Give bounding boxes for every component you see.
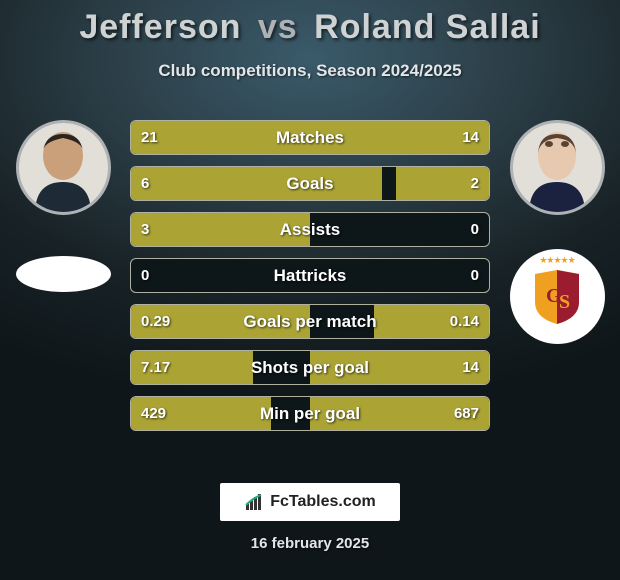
stat-label: Matches [131, 121, 489, 154]
stat-row: 7.1714Shots per goal [130, 350, 490, 385]
branding-box: FcTables.com [220, 483, 400, 521]
player1-name: Jefferson [79, 8, 241, 46]
left-player-column [8, 120, 118, 299]
subtitle: Club competitions, Season 2024/2025 [0, 61, 620, 81]
stat-row: 429687Min per goal [130, 396, 490, 431]
stat-row: 30Assists [130, 212, 490, 247]
stat-label: Min per goal [131, 397, 489, 430]
footer: FcTables.com 16 february 2025 [0, 483, 620, 552]
player1-avatar-svg [23, 122, 103, 212]
svg-text:S: S [559, 291, 570, 313]
header: Jefferson vs Roland Sallai Club competit… [0, 0, 620, 81]
galatasaray-shield-icon: G S [531, 268, 583, 326]
club-badge-ellipse [16, 256, 111, 292]
date-text: 16 february 2025 [251, 535, 369, 552]
stat-label: Shots per goal [131, 351, 489, 384]
stats-area: 2114Matches 62Goals 30Assists 00Hattricks 0.… [130, 120, 490, 431]
fctables-logo-icon [244, 492, 264, 512]
player2-avatar-svg [517, 122, 597, 212]
vs-text: vs [258, 8, 298, 46]
player1-club-badge [16, 249, 111, 299]
brand-text: FcTables.com [270, 493, 376, 511]
player2-club-badge: ★★★★★ G S [510, 249, 605, 344]
stat-row: 00Hattricks [130, 258, 490, 293]
stat-label: Hattricks [131, 259, 489, 292]
right-player-column: ★★★★★ G S [502, 120, 612, 344]
player2-avatar [510, 120, 605, 215]
club-badge-circle: ★★★★★ G S [510, 249, 605, 344]
page-title: Jefferson vs Roland Sallai [0, 8, 620, 47]
stat-row: 62Goals [130, 166, 490, 201]
player1-avatar [16, 120, 111, 215]
stat-label: Goals [131, 167, 489, 200]
club-stars-icon: ★★★★★ [510, 255, 605, 266]
stat-label: Goals per match [131, 305, 489, 338]
stat-row: 2114Matches [130, 120, 490, 155]
player2-name: Roland Sallai [314, 8, 541, 46]
stat-label: Assists [131, 213, 489, 246]
stat-row: 0.290.14Goals per match [130, 304, 490, 339]
